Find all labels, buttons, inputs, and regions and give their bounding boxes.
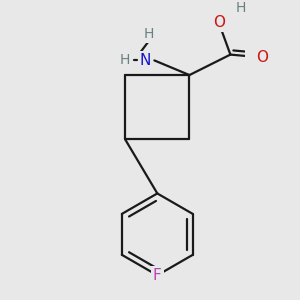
- Text: F: F: [153, 268, 162, 283]
- Text: H: H: [120, 53, 130, 68]
- Text: H: H: [236, 1, 246, 15]
- Text: H: H: [143, 27, 154, 41]
- Text: O: O: [213, 15, 225, 30]
- Text: N: N: [140, 53, 151, 68]
- Text: O: O: [256, 50, 268, 65]
